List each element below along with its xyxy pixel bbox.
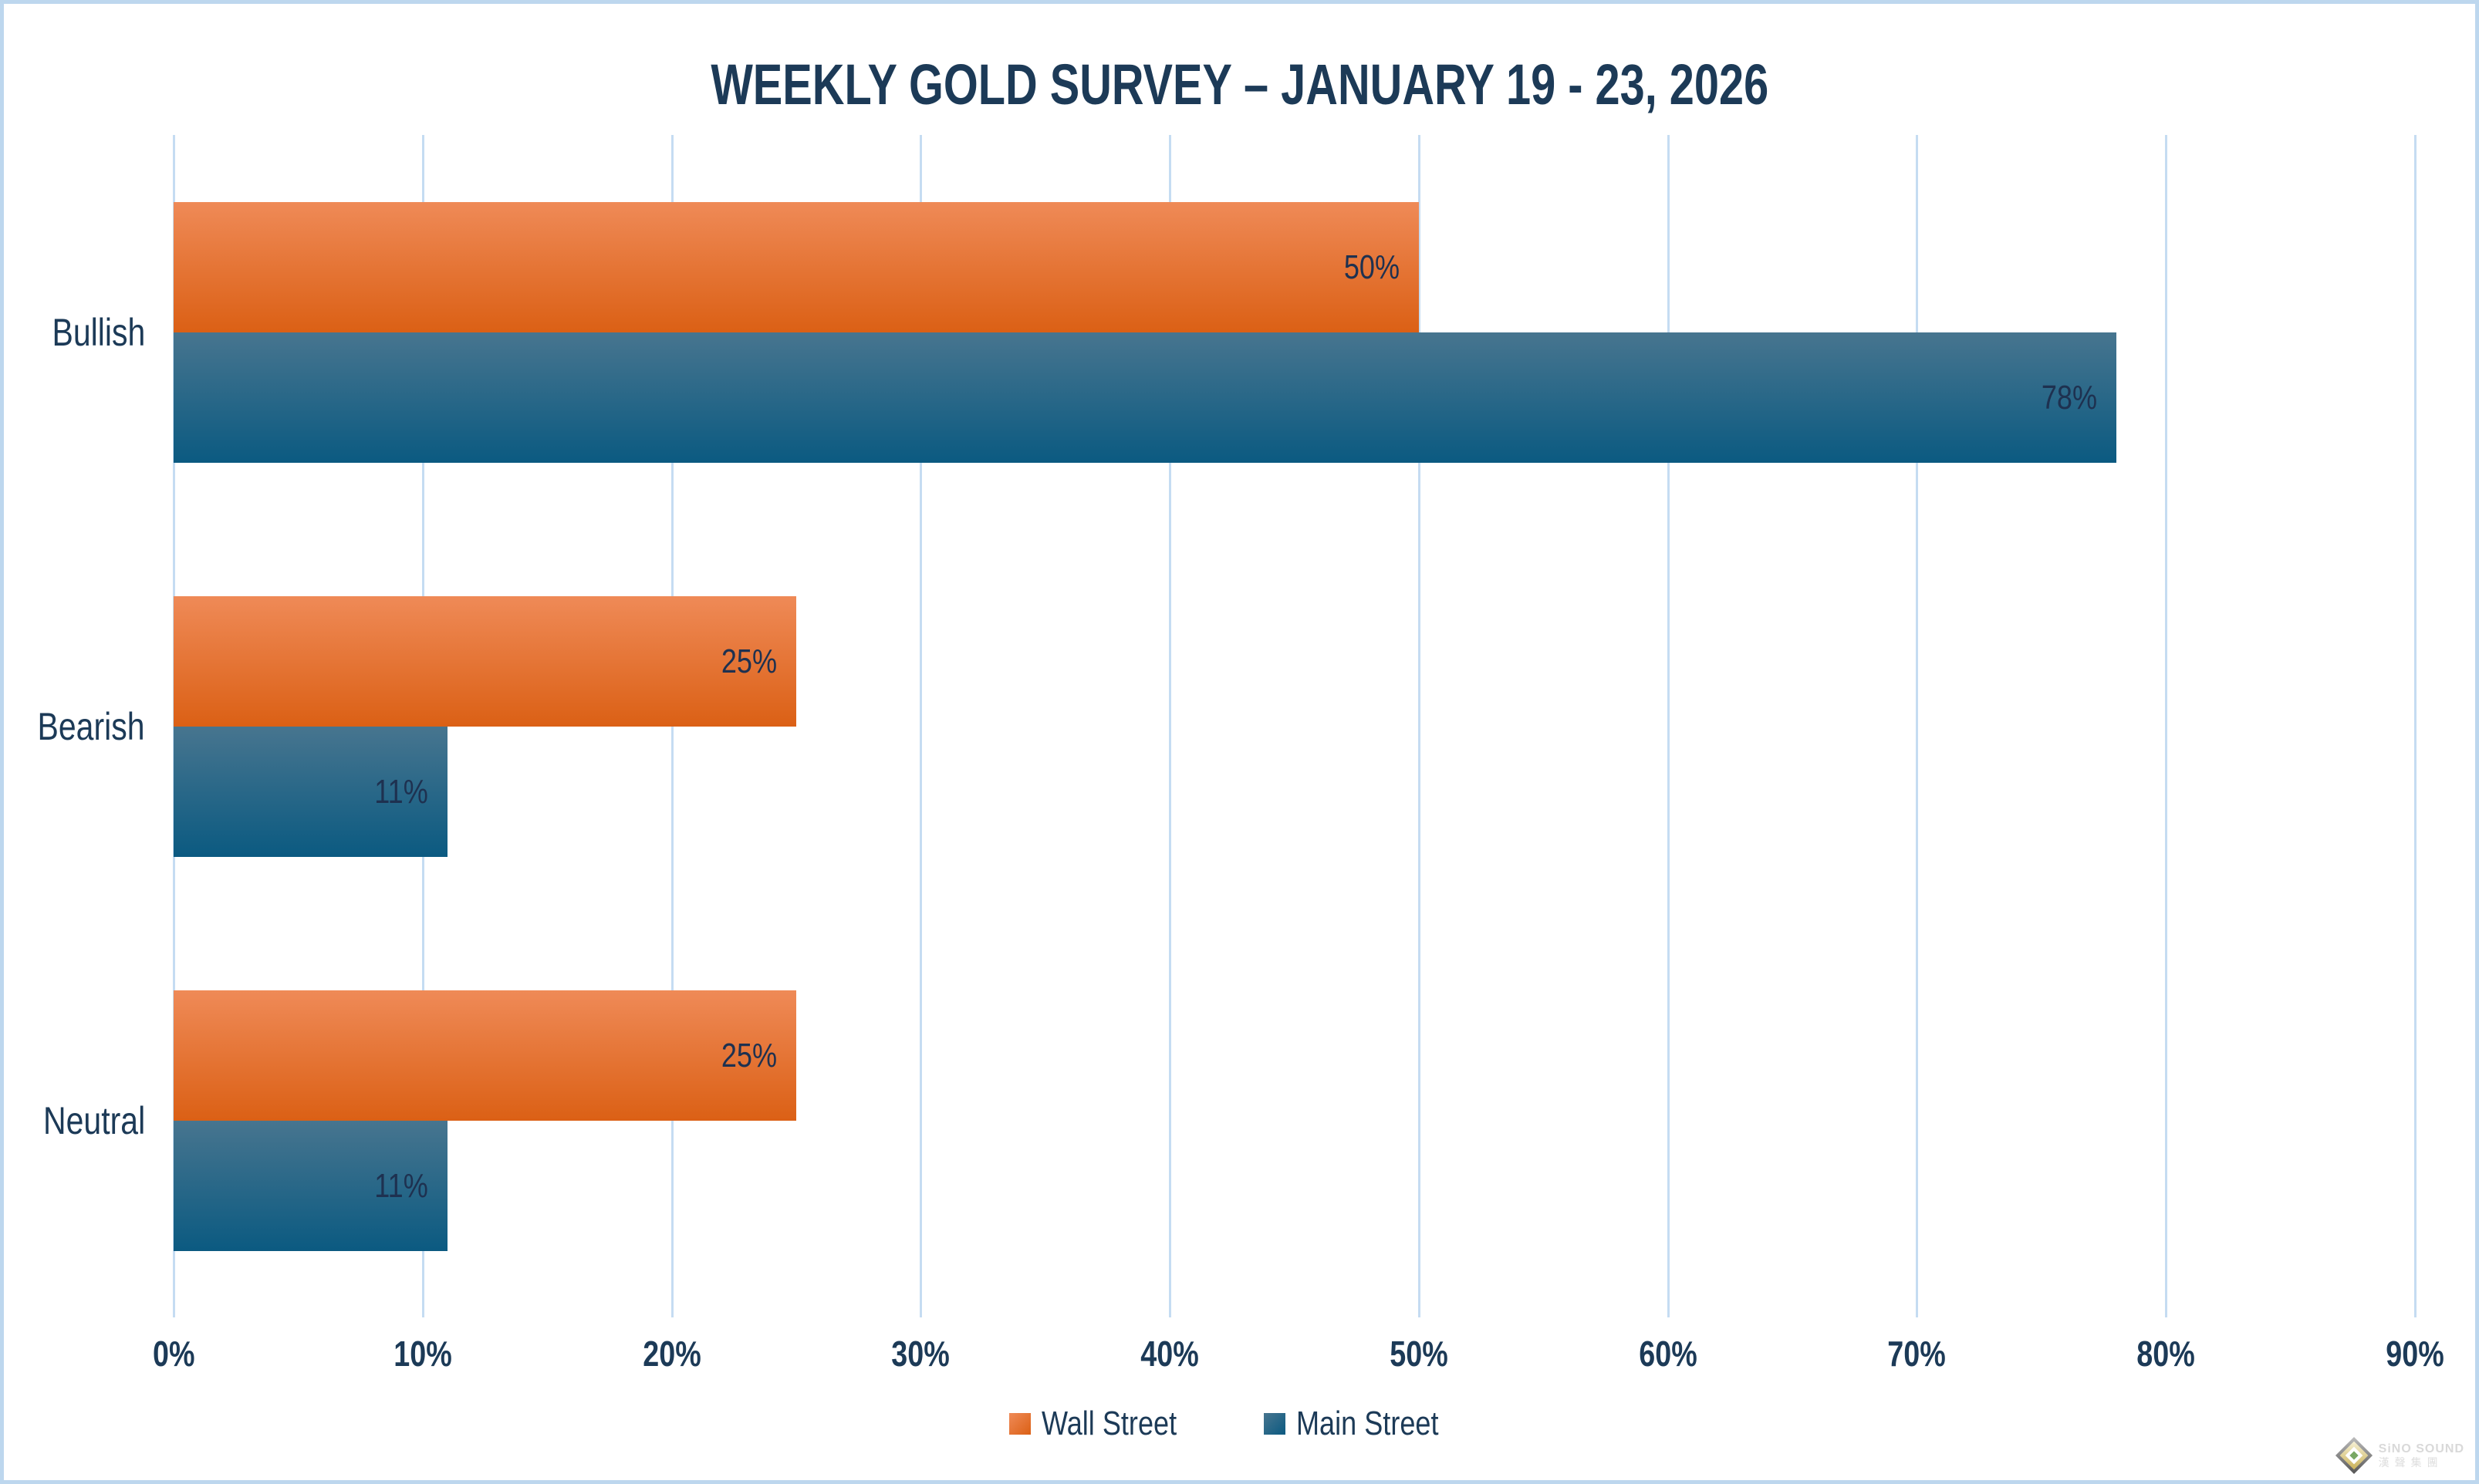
legend-label: Wall Street (1042, 1405, 1177, 1442)
watermark: SiNO SOUND 漢聲集團 (2335, 1436, 2464, 1475)
gridline (1169, 135, 1172, 1317)
legend-swatch-icon (1009, 1413, 1032, 1435)
x-tick-label: 30% (891, 1334, 951, 1374)
legend-item-main-street: Main Street (1263, 1405, 1470, 1443)
gridline (920, 135, 923, 1317)
x-tick-label: 70% (1887, 1334, 1947, 1374)
gridline (670, 135, 674, 1317)
x-tick-label: 20% (642, 1334, 701, 1374)
bar-main-street (174, 332, 2116, 463)
legend-item-wall-street: Wall Street (1009, 1405, 1207, 1443)
x-tick-label: 90% (2386, 1334, 2444, 1374)
x-tick-label: 40% (1140, 1334, 1199, 1374)
x-tick-label: 0% (152, 1334, 195, 1374)
bar-main-street (174, 726, 448, 857)
legend: Wall Street Main Street (4, 1405, 2475, 1443)
bar-wall-street (174, 990, 796, 1121)
sino-sound-logo-icon (2335, 1436, 2373, 1475)
legend-label: Main Street (1295, 1405, 1439, 1442)
x-tick-label: 60% (1638, 1334, 1697, 1374)
bar-value-label: 50% (1343, 248, 1400, 286)
gridline (2165, 135, 2168, 1317)
legend-swatch-icon (1263, 1413, 1285, 1435)
gridline (1916, 135, 1919, 1317)
x-tick-label: 10% (393, 1334, 452, 1374)
bar-value-label: 11% (374, 772, 429, 811)
bar-wall-street (174, 201, 1419, 332)
gridline (2414, 135, 2417, 1317)
category-label-bullish: Bullish (52, 310, 145, 354)
watermark-chinese: 漢聲集團 (2378, 1456, 2444, 1469)
bar-main-street (174, 1120, 448, 1251)
bar-value-label: 25% (721, 1036, 777, 1074)
x-tick-label: 80% (2136, 1334, 2195, 1374)
gridline (1667, 135, 1670, 1317)
gridline (1417, 135, 1420, 1317)
bar-value-label: 78% (2041, 378, 2097, 417)
watermark-name: SiNO SOUND (2378, 1442, 2464, 1455)
x-tick-label: 50% (1390, 1334, 1448, 1374)
category-label-neutral: Neutral (42, 1098, 145, 1142)
chart-title-text: WEEKLY GOLD SURVEY – JANUARY 19 - 23, 20… (711, 52, 1768, 116)
chart-title: WEEKLY GOLD SURVEY – JANUARY 19 - 23, 20… (4, 52, 2475, 117)
bar-wall-street (174, 595, 796, 727)
bar-value-label: 11% (374, 1166, 429, 1205)
category-label-bearish: Bearish (37, 704, 145, 748)
plot-area: 50% 78% 25% 11% 25% 11% (173, 135, 2417, 1317)
bar-value-label: 25% (721, 642, 777, 680)
